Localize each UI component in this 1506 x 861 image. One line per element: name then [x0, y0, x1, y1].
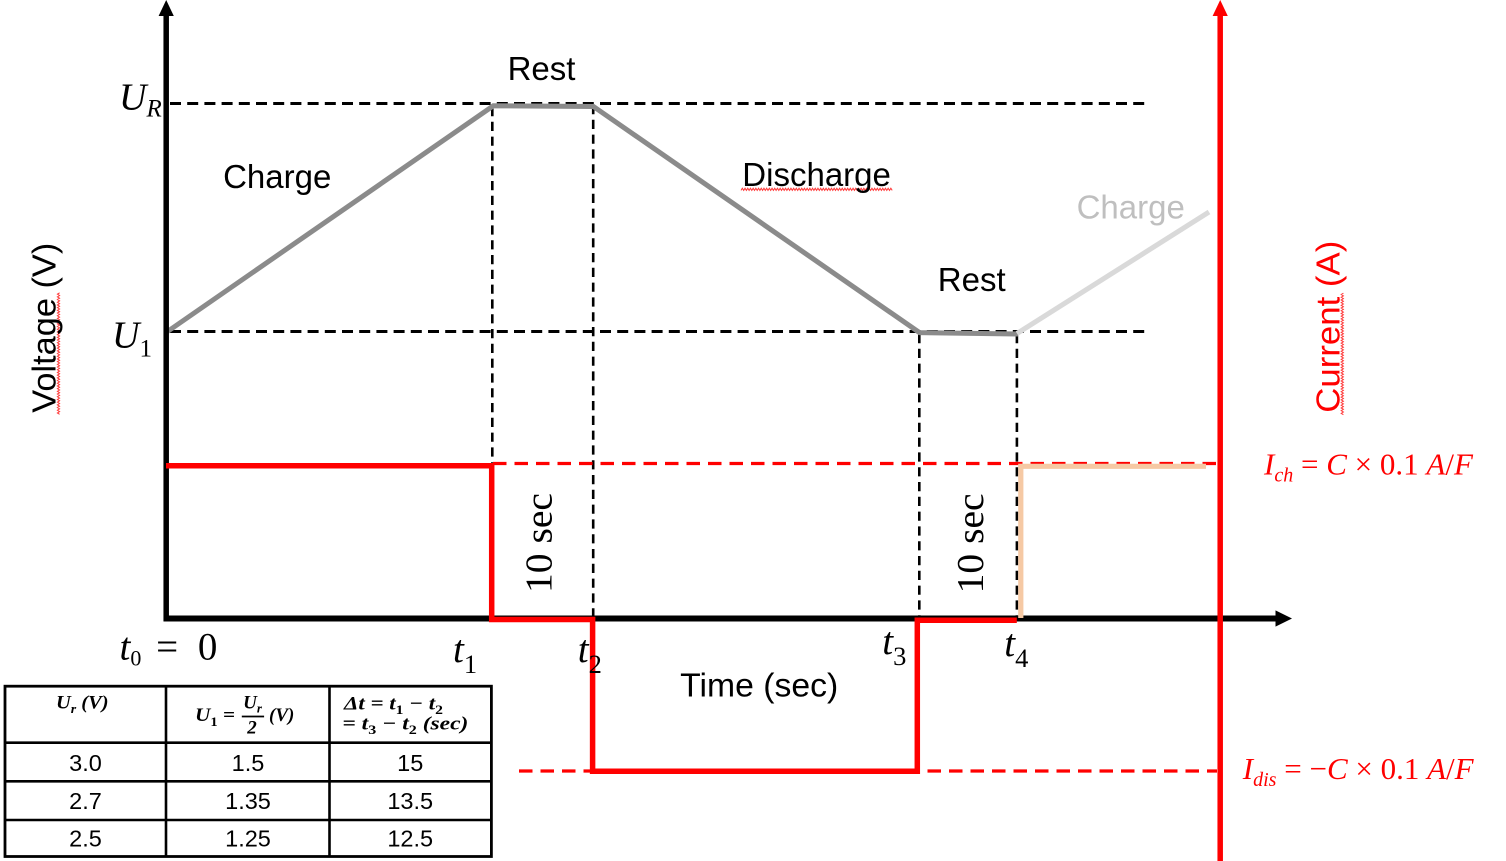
svg-text:Rest: Rest — [938, 261, 1006, 298]
svg-text:Time (sec): Time (sec) — [680, 667, 838, 704]
svg-text:Voltage (V): Voltage (V) — [26, 243, 63, 413]
svg-text:Δt = t1 − t2: Δt = t1 − t2 — [343, 693, 443, 717]
svg-text:Ur: Ur — [243, 693, 263, 716]
svg-text:2.5: 2.5 — [69, 826, 102, 852]
svg-text:1.25: 1.25 — [225, 826, 271, 852]
svg-text:10 sec: 10 sec — [519, 493, 561, 593]
svg-text:Ur (V): Ur (V) — [56, 692, 109, 716]
svg-text:t1: t1 — [453, 628, 477, 679]
svg-text:2.7: 2.7 — [69, 788, 102, 814]
svg-text:1.5: 1.5 — [232, 750, 265, 776]
svg-text:= t3 − t2 (sec): = t3 − t2 (sec) — [342, 714, 468, 738]
svg-text:Ich = C × 0.1 A/F: Ich = C × 0.1 A/F — [1263, 447, 1474, 487]
svg-text:12.5: 12.5 — [387, 826, 433, 852]
svg-text:U1 =: U1 = — [195, 705, 235, 729]
svg-text:t2: t2 — [578, 628, 602, 679]
svg-text:Current (A): Current (A) — [1309, 241, 1346, 413]
svg-text:Discharge: Discharge — [742, 156, 891, 193]
svg-text:t4: t4 — [1004, 622, 1028, 673]
svg-text:t0 = 0: t0 = 0 — [120, 626, 218, 671]
svg-text:15: 15 — [397, 750, 423, 776]
svg-text:UR: UR — [119, 76, 162, 122]
svg-text:10 sec: 10 sec — [950, 493, 992, 593]
svg-text:Charge: Charge — [223, 158, 331, 195]
svg-text:13.5: 13.5 — [387, 788, 433, 814]
svg-text:Rest: Rest — [508, 50, 576, 87]
svg-text:Charge: Charge — [1077, 189, 1185, 226]
svg-text:Idis = −C × 0.1 A/F: Idis = −C × 0.1 A/F — [1242, 751, 1475, 791]
svg-text:3.0: 3.0 — [69, 750, 102, 776]
svg-text:2: 2 — [246, 717, 257, 738]
svg-text:t3: t3 — [882, 620, 906, 671]
svg-text:1.35: 1.35 — [225, 788, 271, 814]
svg-text:(V): (V) — [269, 705, 294, 726]
svg-text:U1: U1 — [112, 314, 152, 362]
